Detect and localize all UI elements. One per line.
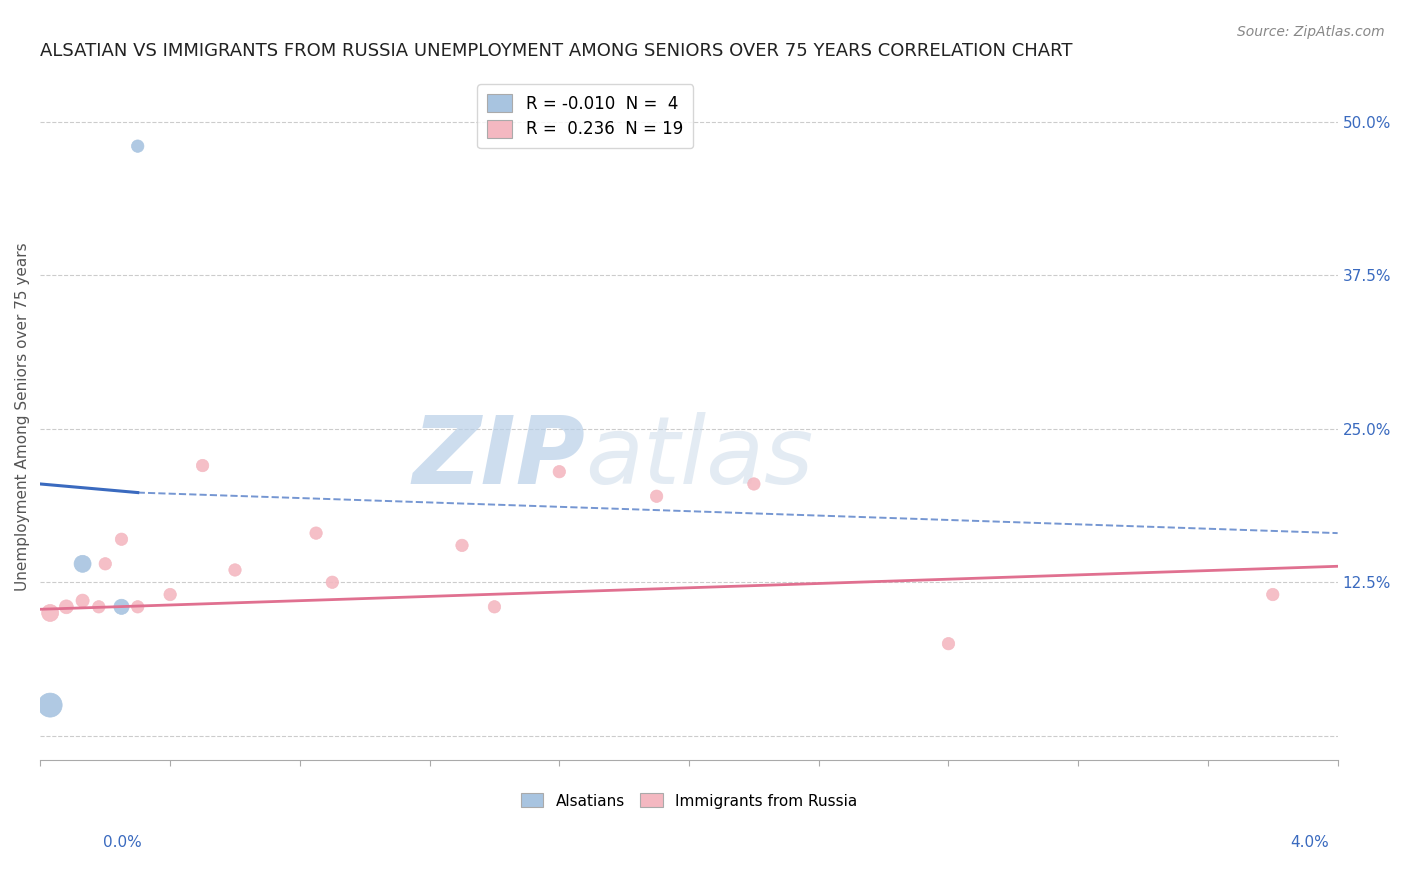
Point [110,599,132,614]
Point [484,599,506,614]
Y-axis label: Unemployment Among Seniors over 75 years: Unemployment Among Seniors over 75 years [15,242,30,591]
Point [127,599,149,614]
Point [55,599,77,614]
Text: ZIP: ZIP [412,412,585,504]
Point [72,593,94,607]
Point [87,599,110,614]
Point [224,563,246,577]
Text: 0.0%: 0.0% [103,836,142,850]
Legend: Alsatians, Immigrants from Russia: Alsatians, Immigrants from Russia [515,788,863,814]
Point [127,139,149,153]
Point [1261,588,1284,602]
Point [305,526,328,541]
Point [742,477,765,491]
Point [321,575,343,590]
Point [39,606,62,620]
Point [72,557,94,571]
Text: atlas: atlas [585,412,814,503]
Text: 4.0%: 4.0% [1289,836,1329,850]
Point [451,538,474,552]
Point [94,557,117,571]
Point [39,698,62,712]
Point [110,533,132,547]
Text: ALSATIAN VS IMMIGRANTS FROM RUSSIA UNEMPLOYMENT AMONG SENIORS OVER 75 YEARS CORR: ALSATIAN VS IMMIGRANTS FROM RUSSIA UNEMP… [41,42,1073,60]
Point [191,458,214,473]
Point [938,637,960,651]
Point [548,465,571,479]
Text: Source: ZipAtlas.com: Source: ZipAtlas.com [1237,25,1385,39]
Point [645,489,668,503]
Point [159,588,181,602]
